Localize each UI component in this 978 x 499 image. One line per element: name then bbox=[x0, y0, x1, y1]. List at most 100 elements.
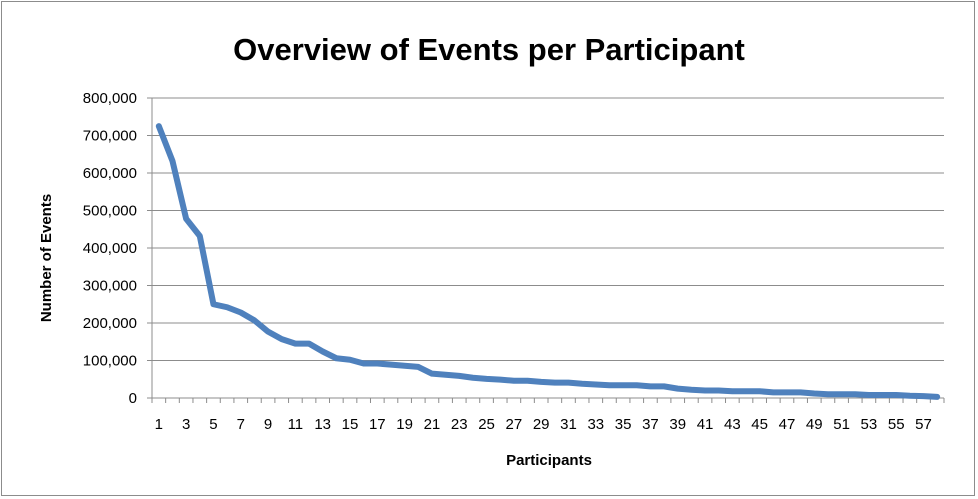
x-tick-label: 39 bbox=[669, 416, 686, 433]
data-point bbox=[158, 125, 160, 127]
x-axis-title: Participants bbox=[506, 452, 592, 469]
y-tick-label: 800,000 bbox=[83, 90, 137, 107]
y-axis-ticks: 0 100,000 200,000 300,000 400,000 500,000 600,… bbox=[83, 90, 152, 407]
data-point bbox=[472, 376, 474, 379]
data-point bbox=[676, 387, 679, 390]
data-point bbox=[554, 381, 556, 384]
x-tick-label: 3 bbox=[182, 416, 190, 433]
data-point bbox=[444, 373, 447, 376]
data-point bbox=[458, 375, 461, 377]
data-point bbox=[335, 357, 338, 360]
data-point bbox=[854, 393, 857, 396]
data-point bbox=[581, 382, 583, 385]
x-tick-label: 23 bbox=[451, 416, 468, 433]
data-point bbox=[717, 389, 720, 392]
data-point bbox=[868, 394, 870, 396]
x-tick-label: 57 bbox=[915, 416, 932, 433]
data-point bbox=[485, 378, 488, 380]
data-point bbox=[226, 306, 228, 309]
data-point bbox=[308, 342, 310, 345]
x-tick-label: 27 bbox=[506, 416, 523, 433]
x-tick-label: 19 bbox=[396, 416, 413, 433]
data-point bbox=[840, 393, 843, 396]
y-tick-label: 0 bbox=[129, 390, 137, 407]
data-point bbox=[813, 392, 816, 395]
y-tick-label: 500,000 bbox=[83, 203, 137, 220]
data-point bbox=[772, 391, 775, 394]
x-tick-label: 33 bbox=[587, 416, 604, 433]
data-point bbox=[827, 393, 829, 396]
x-tick-label: 7 bbox=[237, 416, 245, 433]
data-point bbox=[253, 319, 256, 322]
data-point bbox=[622, 384, 624, 387]
series-layer bbox=[155, 123, 941, 400]
data-point bbox=[403, 364, 406, 367]
x-tick-label: 25 bbox=[478, 416, 495, 433]
data-point bbox=[881, 394, 884, 396]
chart-title: Overview of Events per Participant bbox=[233, 32, 745, 67]
data-point bbox=[594, 383, 597, 386]
y-tick-label: 700,000 bbox=[83, 128, 137, 145]
data-point bbox=[758, 390, 761, 393]
data-point bbox=[198, 235, 201, 237]
data-point bbox=[294, 342, 297, 345]
data-point bbox=[239, 311, 242, 314]
gridlines bbox=[152, 97, 944, 361]
data-point bbox=[909, 394, 911, 397]
x-tick-label: 13 bbox=[314, 416, 331, 433]
x-tick-label: 37 bbox=[642, 416, 659, 433]
data-point bbox=[635, 384, 638, 387]
x-tick-label: 17 bbox=[369, 416, 386, 433]
x-tick-label: 5 bbox=[209, 416, 217, 433]
data-point bbox=[376, 362, 379, 365]
data-point bbox=[349, 358, 351, 361]
data-point bbox=[745, 390, 747, 393]
data-point bbox=[362, 362, 365, 365]
y-tick-label: 100,000 bbox=[83, 353, 137, 370]
data-point bbox=[185, 217, 187, 220]
x-tick-label: 47 bbox=[779, 416, 796, 433]
y-tick-label: 400,000 bbox=[83, 240, 137, 257]
data-point bbox=[690, 388, 693, 391]
data-point bbox=[267, 330, 269, 333]
x-tick-label: 9 bbox=[264, 416, 272, 433]
data-point bbox=[390, 363, 392, 366]
x-tick-label: 53 bbox=[861, 416, 878, 433]
x-tick-label: 49 bbox=[806, 416, 823, 433]
data-point bbox=[895, 394, 898, 396]
data-point bbox=[608, 384, 611, 387]
data-point bbox=[417, 366, 420, 368]
x-tick-label: 1 bbox=[155, 416, 163, 433]
data-point bbox=[922, 395, 925, 397]
data-point bbox=[567, 381, 570, 384]
series-line bbox=[155, 123, 941, 400]
x-tick-label: 35 bbox=[615, 416, 632, 433]
x-tick-label: 45 bbox=[751, 416, 768, 433]
data-point bbox=[513, 379, 515, 382]
x-tick-label: 43 bbox=[724, 416, 741, 433]
data-point bbox=[526, 379, 529, 382]
data-point bbox=[704, 389, 706, 392]
x-tick-label: 31 bbox=[560, 416, 577, 433]
x-axis-ticks: 1 3 5 7 9 11 13 15 17 19 21 23 25 27 29 31 33 35 37 39 41 43 4… bbox=[151, 398, 945, 433]
data-point bbox=[499, 378, 502, 381]
data-point bbox=[540, 381, 542, 383]
x-tick-label: 11 bbox=[288, 416, 304, 433]
y-tick-label: 600,000 bbox=[83, 165, 137, 182]
x-tick-label: 21 bbox=[424, 416, 441, 433]
data-point bbox=[212, 303, 215, 306]
x-tick-label: 51 bbox=[833, 416, 850, 433]
data-point bbox=[799, 391, 802, 394]
data-point bbox=[786, 391, 788, 394]
x-tick-label: 15 bbox=[342, 416, 359, 433]
y-tick-label: 200,000 bbox=[83, 315, 137, 332]
x-tick-label: 41 bbox=[697, 416, 714, 433]
data-point bbox=[649, 385, 652, 388]
y-axis-title: Number of Events bbox=[38, 194, 55, 322]
data-point bbox=[321, 350, 324, 353]
data-point bbox=[663, 385, 665, 388]
data-point bbox=[280, 338, 283, 340]
data-point bbox=[431, 372, 433, 375]
